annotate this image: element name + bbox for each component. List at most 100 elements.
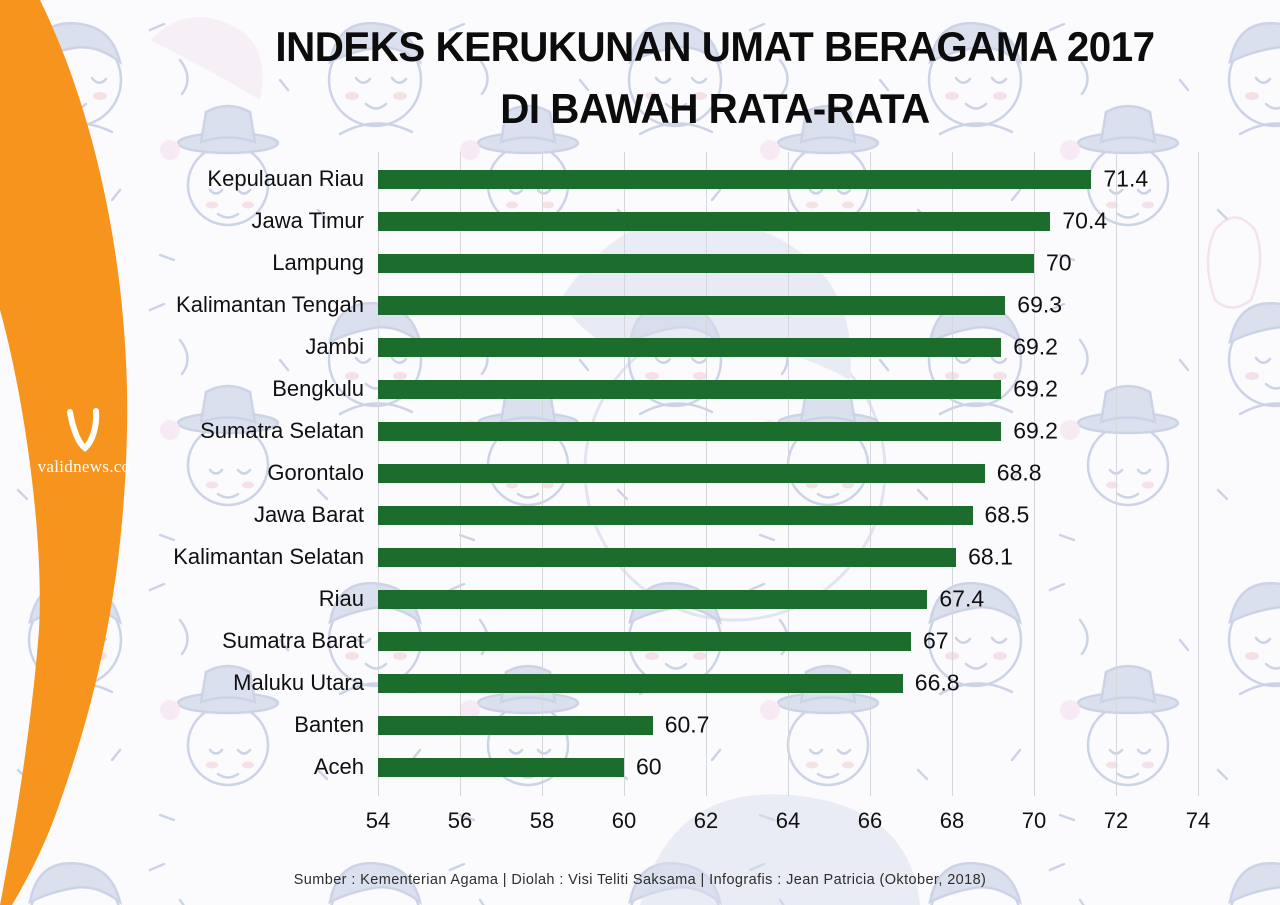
x-tick-label: 56 bbox=[447, 808, 473, 833]
chart-title: INDEKS KERUKUNAN UMAT BERAGAMA 2017 DI B… bbox=[173, 16, 1258, 139]
bar-row: Lampung 70 bbox=[0, 242, 1280, 284]
bar-row: Gorontalo 68.8 bbox=[0, 452, 1280, 494]
bar-track: 68.5 bbox=[378, 502, 1198, 528]
bar-jawa-timur bbox=[378, 211, 1051, 231]
bar-riau bbox=[378, 589, 928, 609]
logo-text: validnews.co bbox=[37, 457, 131, 476]
bar-row: Kepulauan Riau 71.4 bbox=[0, 158, 1280, 200]
category-label: Maluku Utara bbox=[233, 670, 364, 695]
value-label: 60 bbox=[636, 753, 662, 780]
bar-row: Jawa Barat 68.5 bbox=[0, 494, 1280, 536]
bar-row: Jawa Timur 70.4 bbox=[0, 200, 1280, 242]
bar-kepulauan-riau bbox=[378, 169, 1092, 189]
x-tick-label: 74 bbox=[1185, 808, 1211, 833]
category-label: Jawa Barat bbox=[253, 502, 364, 527]
bar-chart: Kepulauan Riau 71.4 Jawa Timur 70.4 Lampung 7… bbox=[0, 152, 1280, 833]
gridline-74 bbox=[1198, 152, 1199, 796]
x-tick-label: 66 bbox=[857, 808, 883, 833]
bar-row: Kalimantan Tengah 69.3 bbox=[0, 284, 1280, 326]
bar-row: Sumatra Barat 67 bbox=[0, 620, 1280, 662]
category-label: Lampung bbox=[272, 250, 364, 275]
value-label: 66.8 bbox=[914, 669, 960, 696]
value-label: 69.3 bbox=[1017, 291, 1063, 318]
bar-row: Sumatra Selatan 69.2 bbox=[0, 410, 1280, 452]
title-line-1: INDEKS KERUKUNAN UMAT BERAGAMA 2017 bbox=[275, 23, 1155, 70]
bar-banten bbox=[378, 715, 653, 735]
category-label: Sumatra Barat bbox=[222, 628, 364, 653]
bar-aceh bbox=[378, 757, 624, 777]
category-label: Kalimantan Tengah bbox=[176, 292, 364, 317]
value-label: 68.5 bbox=[984, 501, 1030, 528]
value-label: 69.2 bbox=[1013, 333, 1058, 360]
bar-sumatra-selatan bbox=[378, 421, 1002, 441]
gridline-70 bbox=[1034, 152, 1035, 796]
x-tick-label: 64 bbox=[775, 808, 801, 833]
bar-row: Riau 67.4 bbox=[0, 578, 1280, 620]
bar-track: 69.2 bbox=[378, 334, 1198, 360]
bar-gorontalo bbox=[378, 463, 985, 483]
value-label: 68.8 bbox=[996, 459, 1042, 486]
category-label: Jambi bbox=[305, 334, 364, 359]
category-label: Riau bbox=[318, 586, 364, 611]
bar-track: 69.2 bbox=[378, 376, 1198, 402]
source-caption: Sumber : Kementerian Agama | Diolah : Vi… bbox=[293, 872, 987, 888]
category-label: Kepulauan Riau bbox=[207, 166, 364, 191]
value-label: 67 bbox=[923, 627, 949, 654]
bar-rows: Kepulauan Riau 71.4 Jawa Timur 70.4 Lampung 7… bbox=[0, 158, 1280, 788]
title-line-2: DI BAWAH RATA-RATA bbox=[500, 84, 930, 132]
bar-track: 69.3 bbox=[378, 292, 1198, 318]
bar-lampung bbox=[378, 253, 1034, 273]
x-axis: 54 56 58 60 62 64 66 68 70 72 74 bbox=[366, 806, 1210, 838]
bar-track: 67 bbox=[378, 628, 1198, 654]
value-label: 68.1 bbox=[968, 543, 1013, 570]
value-label: 69.2 bbox=[1013, 417, 1058, 444]
x-tick-label: 72 bbox=[1103, 808, 1129, 833]
bar-track: 68.1 bbox=[378, 544, 1198, 570]
value-label: 60.7 bbox=[664, 711, 710, 738]
x-tick-label: 54 bbox=[365, 808, 391, 833]
bar-track: 70 bbox=[378, 250, 1198, 276]
bar-jambi bbox=[378, 337, 1002, 357]
x-tick-label: 70 bbox=[1021, 808, 1047, 833]
value-label: 70 bbox=[1046, 249, 1072, 276]
bar-kalimantan-selatan bbox=[378, 547, 957, 567]
x-tick-label: 68 bbox=[939, 808, 965, 833]
bar-track: 60 bbox=[378, 754, 1198, 780]
bar-kalimantan-tengah bbox=[378, 295, 1006, 315]
category-label: Banten bbox=[294, 712, 364, 737]
bar-track: 69.2 bbox=[378, 418, 1198, 444]
bar-row: Jambi 69.2 bbox=[0, 326, 1280, 368]
bar-track: 66.8 bbox=[378, 670, 1198, 696]
bar-track: 71.4 bbox=[378, 166, 1198, 192]
bar-row: Bengkulu 69.2 bbox=[0, 368, 1280, 410]
bar-sumatra-barat bbox=[378, 631, 911, 651]
bar-row: Maluku Utara 66.8 bbox=[0, 662, 1280, 704]
bar-maluku-utara bbox=[378, 673, 903, 693]
category-label: Gorontalo bbox=[267, 460, 364, 485]
bar-track: 67.4 bbox=[378, 586, 1198, 612]
bar-row: Aceh 60 bbox=[0, 746, 1280, 788]
value-label: 67.4 bbox=[939, 585, 985, 612]
category-label: Aceh bbox=[313, 754, 364, 779]
x-tick-label: 60 bbox=[611, 808, 637, 833]
bar-bengkulu bbox=[378, 379, 1002, 399]
v-swoosh-icon bbox=[67, 408, 100, 452]
value-label: 69.2 bbox=[1013, 375, 1058, 402]
value-label: 70.4 bbox=[1062, 207, 1108, 234]
category-label: Sumatra Selatan bbox=[200, 418, 364, 443]
bar-track: 70.4 bbox=[378, 208, 1198, 234]
bar-row: Banten 60.7 bbox=[0, 704, 1280, 746]
category-label: Jawa Timur bbox=[251, 208, 364, 233]
category-label: Bengkulu bbox=[272, 376, 364, 401]
x-tick-label: 62 bbox=[693, 808, 719, 833]
bar-jawa-barat bbox=[378, 505, 973, 525]
validnews-logo: validnews.co bbox=[34, 408, 134, 477]
gridline-72 bbox=[1116, 152, 1117, 796]
bar-row: Kalimantan Selatan 68.1 bbox=[0, 536, 1280, 578]
x-tick-label: 58 bbox=[529, 808, 555, 833]
category-label: Kalimantan Selatan bbox=[173, 544, 364, 569]
bar-track: 68.8 bbox=[378, 460, 1198, 486]
